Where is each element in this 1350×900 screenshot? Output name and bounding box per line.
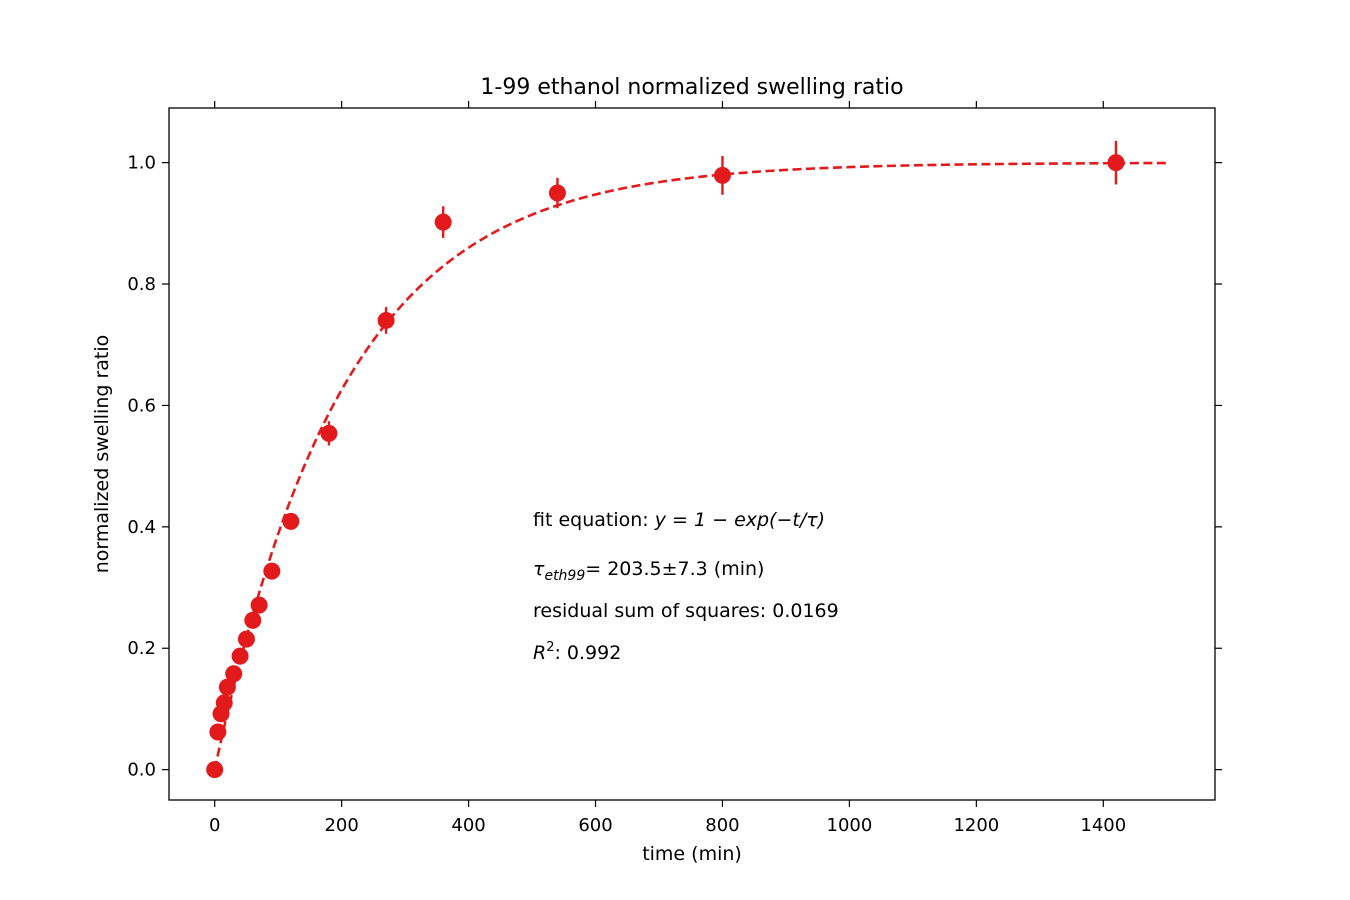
y-tick-label: 1.0 [127, 153, 156, 174]
tau-subscript: eth99 [544, 568, 585, 584]
data-marker [434, 213, 452, 231]
data-point [434, 206, 452, 238]
data-point [548, 177, 566, 209]
data-point [320, 421, 338, 446]
chart-title: 1-99 ethanol normalized swelling ratio [480, 75, 903, 100]
data-point [225, 665, 243, 683]
fit-curve [213, 161, 1167, 770]
data-marker [237, 630, 255, 648]
data-point [215, 694, 233, 712]
tau-symbol: τ [533, 558, 545, 580]
x-tick-label: 800 [705, 815, 739, 836]
data-marker [320, 424, 338, 442]
data-point [244, 611, 262, 629]
r2-annotation: R2: 0.992 [533, 640, 621, 664]
data-point [218, 678, 236, 696]
data-point [713, 155, 731, 195]
x-tick-label: 0 [209, 815, 220, 836]
data-marker [282, 512, 300, 530]
data-marker [215, 694, 233, 712]
data-marker [250, 596, 268, 614]
x-tick-label: 1200 [953, 815, 999, 836]
axis-ticks: 0 200 400 600 800 1000 1200 1400 0.0 0.2 0.4 0.6 0.8… [127, 101, 1222, 836]
data-points-layer [206, 140, 1125, 779]
y-tick-label: 0.8 [127, 274, 156, 295]
plot-area [168, 107, 1216, 801]
fit-equation-annotation: fit equation: y = 1 − exp(−t/τ) [533, 509, 825, 531]
data-point [206, 761, 224, 779]
x-tick-label: 400 [451, 815, 485, 836]
data-point [282, 512, 300, 530]
data-marker [209, 723, 227, 741]
data-point [209, 723, 227, 741]
data-marker [218, 678, 236, 696]
data-marker [244, 611, 262, 629]
y-axis-label: normalized swelling ratio [91, 335, 113, 574]
data-marker [225, 665, 243, 683]
data-marker [377, 311, 395, 329]
data-marker [1107, 154, 1125, 172]
data-marker [231, 647, 249, 665]
fit-curve-layer [213, 161, 1167, 770]
tau-value: = 203.5±7.3 (min) [585, 558, 764, 580]
x-tick-label: 600 [578, 815, 612, 836]
y-tick-label: 0.4 [127, 517, 156, 538]
tau-annotation: τeth99= 203.5±7.3 (min) [533, 558, 764, 584]
data-marker [548, 184, 566, 202]
fit-equation-prefix: fit equation: [533, 509, 655, 531]
r2-superscript: 2 [546, 640, 554, 655]
data-point [237, 630, 255, 648]
data-point [377, 307, 395, 334]
x-tick-label: 1400 [1080, 815, 1126, 836]
r2-value: : 0.992 [554, 642, 621, 664]
data-marker [713, 166, 731, 184]
data-marker [206, 761, 224, 779]
y-tick-label: 0.2 [127, 638, 156, 659]
x-axis-label: time (min) [642, 843, 742, 865]
r2-symbol: R [533, 642, 546, 664]
x-tick-label: 1000 [827, 815, 873, 836]
x-tick-label: 200 [324, 815, 358, 836]
data-marker [263, 562, 281, 580]
rss-annotation: residual sum of squares: 0.0169 [533, 600, 839, 622]
y-tick-label: 0.6 [127, 395, 156, 416]
data-point [1107, 140, 1125, 185]
data-point [250, 596, 268, 614]
y-tick-label: 0.0 [127, 760, 156, 781]
fit-equation-formula: y = 1 − exp(−t/τ) [654, 509, 825, 531]
data-point [231, 647, 249, 665]
data-point [263, 562, 281, 580]
